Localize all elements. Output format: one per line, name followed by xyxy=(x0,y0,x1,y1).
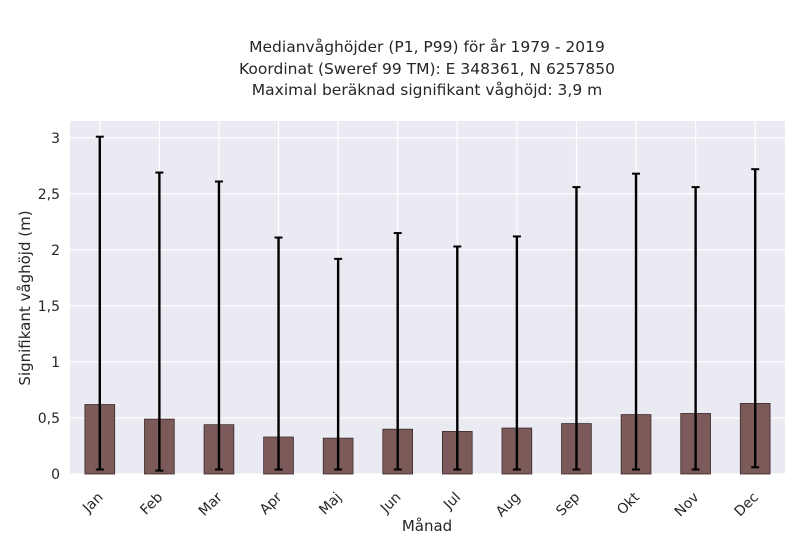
x-tick-label: Sep xyxy=(553,489,583,519)
y-axis-label: Signifikant våghöjd (m) xyxy=(16,210,34,385)
x-tick-label: Jan xyxy=(79,490,106,517)
y-tick-labels: 0 0,5 1 1,5 2 2,5 3 xyxy=(38,131,60,483)
y-tick-label: 0 xyxy=(51,467,60,483)
x-tick-label: Feb xyxy=(137,489,166,518)
title-line-2: Koordinat (Sweref 99 TM): E 348361, N 62… xyxy=(239,60,615,78)
chart-title: Medianvåghöjder (P1, P99) för år 1979 - … xyxy=(239,38,615,99)
x-tick-label: Apr xyxy=(257,489,286,518)
y-tick-label: 1 xyxy=(51,355,60,371)
title-line-3: Maximal beräknad signifikant våghöjd: 3,… xyxy=(252,81,602,99)
y-tick-label: 1,5 xyxy=(38,299,60,315)
y-tick-label: 2 xyxy=(51,243,60,259)
x-tick-label: Aug xyxy=(493,490,524,521)
x-tick-label: Mar xyxy=(196,489,226,519)
y-tick-label: 3 xyxy=(51,131,60,147)
x-tick-label: Nov xyxy=(672,490,703,521)
y-tick-label: 0,5 xyxy=(38,411,60,427)
x-tick-labels: Jan Feb Mar Apr Maj Jun Jul Aug Sep Okt Nov Dec xyxy=(79,489,762,520)
y-tick-label: 2,5 xyxy=(38,187,60,203)
x-tick-label: Jul xyxy=(440,490,464,514)
y-gridlines xyxy=(70,137,785,475)
x-tick-label: Dec xyxy=(732,490,762,520)
x-tick-label: Jun xyxy=(377,490,404,517)
x-tick-label: Maj xyxy=(316,490,345,519)
title-line-1: Medianvåghöjder (P1, P99) för år 1979 - … xyxy=(249,38,605,56)
x-tick-label: Okt xyxy=(614,489,643,518)
error-bars xyxy=(95,135,760,472)
x-axis-label: Månad xyxy=(402,517,452,535)
plot-area xyxy=(70,121,785,474)
